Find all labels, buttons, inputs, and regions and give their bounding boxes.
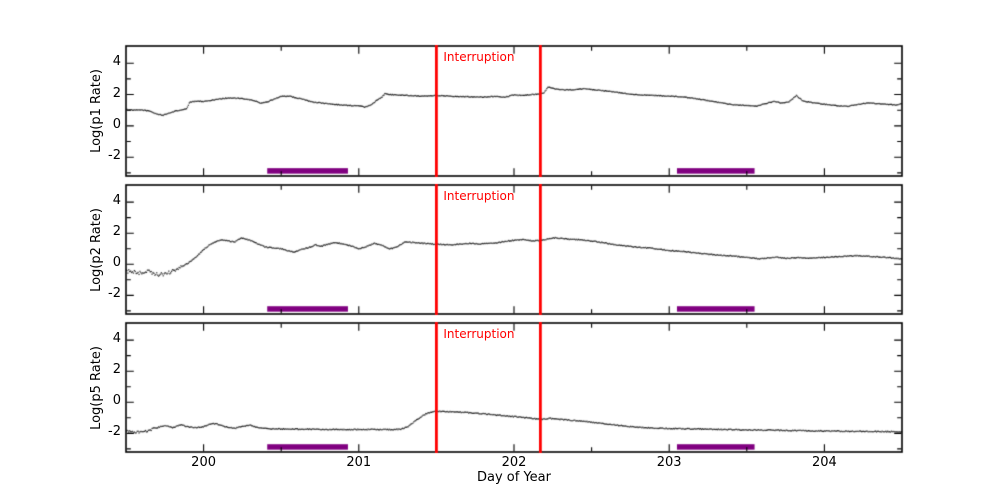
y-tick-label: 0 <box>112 116 121 132</box>
y-tick-label: 0 <box>112 255 121 271</box>
y-tick-label: 4 <box>112 331 121 347</box>
y-tick-label: 2 <box>112 362 121 378</box>
x-tick-label: 202 <box>501 455 527 470</box>
x-tick-label: 203 <box>656 455 682 470</box>
interruption-annotation: Interruption <box>443 50 515 64</box>
y-tick-label: 4 <box>112 193 121 209</box>
x-tick-label: 204 <box>811 455 837 470</box>
y-tick-label: -2 <box>108 424 121 440</box>
x-tick-label: 201 <box>346 455 372 470</box>
x-tick-label: 200 <box>191 455 216 470</box>
y-tick-label: 2 <box>112 85 121 101</box>
interruption-annotation: Interruption <box>443 327 515 341</box>
interruption-annotation: Interruption <box>443 189 515 203</box>
y-tick-label: 4 <box>112 54 121 70</box>
y-axis-title: Log(p2 Rate) <box>88 207 104 292</box>
y-tick-label: -2 <box>108 286 121 302</box>
y-tick-label: 2 <box>112 224 121 240</box>
y-tick-label: 0 <box>112 393 121 409</box>
y-tick-label: -2 <box>108 148 121 164</box>
x-axis-title: Day of Year <box>477 470 551 485</box>
y-axis-title: Log(p5 Rate) <box>88 345 104 430</box>
y-axis-title: Log(p1 Rate) <box>88 69 104 153</box>
